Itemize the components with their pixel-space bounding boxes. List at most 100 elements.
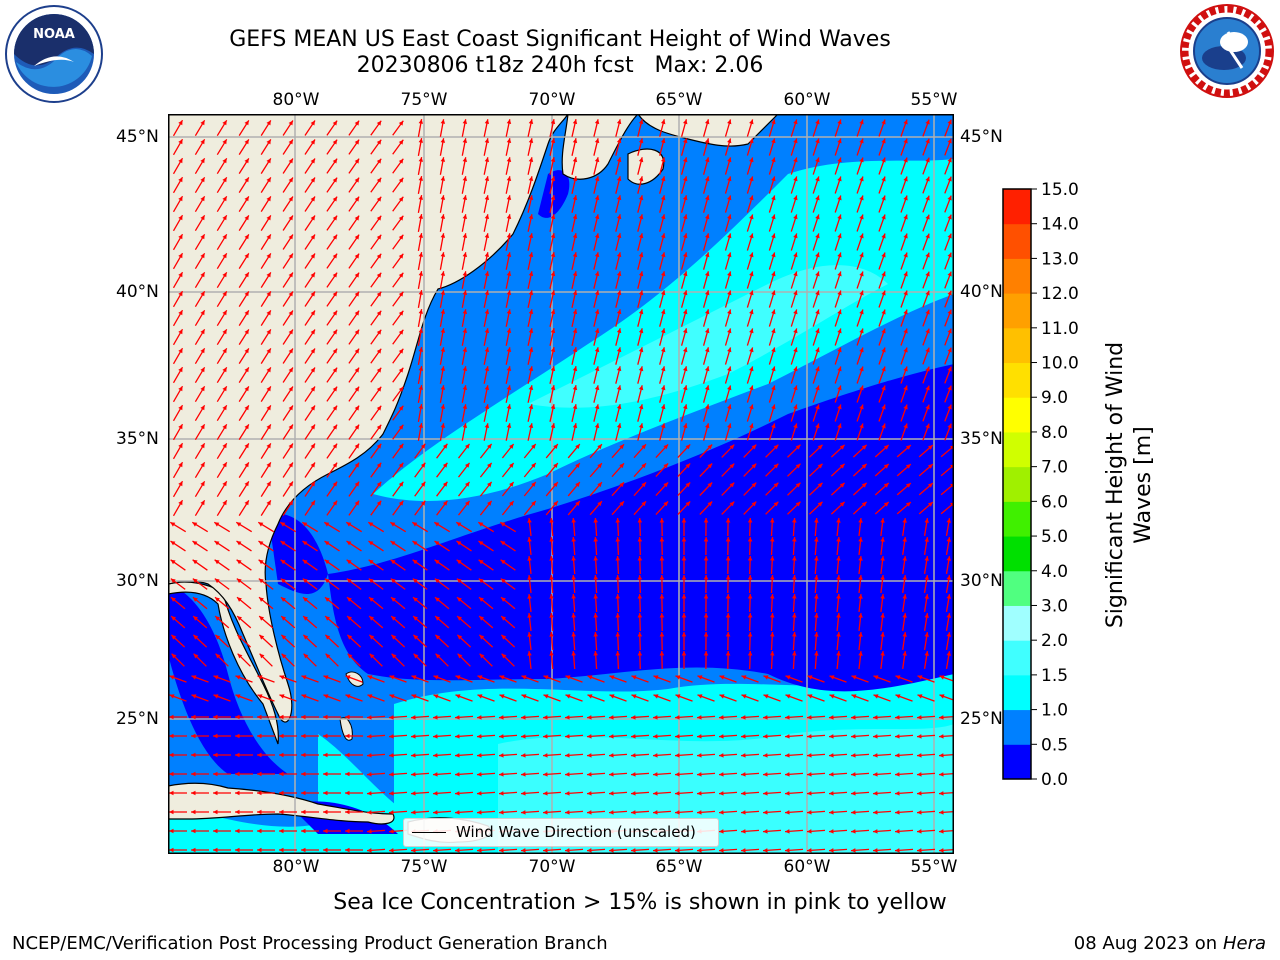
- wind-arrow-head: [398, 329, 404, 335]
- wind-arrow-head: [683, 366, 688, 372]
- wind-arrow-head: [433, 772, 438, 777]
- wind-arrow-head: [465, 500, 470, 506]
- wind-arrow-head: [792, 651, 797, 656]
- wind-arrow-head: [499, 791, 504, 796]
- wind-arrow-head: [499, 772, 504, 777]
- wind-arrow-head: [549, 594, 554, 599]
- wind-arrow-head: [191, 714, 196, 720]
- wind-arrow-head: [638, 290, 644, 296]
- wind-arrow-head: [376, 158, 382, 164]
- wind-arrow-head: [661, 195, 666, 201]
- wind-arrow-head: [741, 791, 746, 796]
- wind-arrow-head: [793, 195, 798, 201]
- wind-arrow-head: [881, 252, 886, 258]
- wind-arrow-head: [594, 290, 600, 296]
- wind-arrow-head: [178, 215, 183, 221]
- wind-arrow-head: [215, 634, 221, 640]
- wind-arrow-head: [683, 195, 688, 201]
- wind-arrow-head: [178, 481, 183, 487]
- wind-arrow-head: [771, 423, 776, 429]
- wind-arrow-head: [705, 195, 710, 201]
- wind-arrow-head: [663, 444, 669, 450]
- wind-arrow-head: [398, 291, 404, 297]
- wind-arrow-head: [389, 675, 395, 680]
- wind-arrow-head: [390, 578, 396, 584]
- wind-arrow-head: [170, 578, 176, 584]
- wind-arrow-head: [763, 848, 768, 853]
- wind-arrow-head: [413, 597, 418, 602]
- wind-arrow-head: [939, 848, 944, 853]
- wind-arrow-head: [675, 848, 680, 853]
- wind-arrow-head: [521, 810, 526, 815]
- wind-arrow-head: [553, 463, 558, 468]
- wind-arrow-head: [477, 734, 482, 739]
- wind-arrow-head: [616, 252, 622, 258]
- wind-arrow-head: [543, 675, 549, 680]
- wind-arrow-head: [193, 597, 198, 602]
- wind-arrow-head: [214, 578, 220, 584]
- wind-arrow-head: [925, 233, 930, 239]
- wind-arrow-head: [631, 675, 637, 680]
- wind-arrow-head: [455, 848, 460, 853]
- wind-arrow-head: [213, 714, 218, 720]
- wind-arrow-head: [354, 481, 360, 487]
- wind-arrow-head: [200, 348, 205, 354]
- wind-arrow-head: [615, 575, 620, 580]
- wind-arrow-head: [653, 848, 658, 853]
- wind-arrow-head: [925, 423, 930, 429]
- wind-arrow-head: [222, 196, 227, 202]
- wind-arrow-head: [499, 715, 504, 720]
- wind-arrow-head: [795, 444, 801, 450]
- wind-arrow-head: [170, 522, 176, 527]
- wind-arrow-head: [747, 651, 753, 656]
- wind-arrow-head: [332, 177, 338, 183]
- wind-arrow-head: [727, 347, 732, 353]
- wind-arrow-head: [266, 367, 271, 373]
- wind-arrow-head: [440, 214, 446, 219]
- wind-arrow-head: [376, 405, 382, 411]
- wind-arrow-head: [749, 195, 754, 201]
- wind-arrow-head: [368, 522, 374, 527]
- wind-arrow-head: [462, 214, 468, 219]
- lon-label-top-75w: 75°W: [400, 90, 448, 110]
- wind-arrow-head: [237, 616, 242, 621]
- wind-arrow-head: [550, 366, 556, 372]
- wind-arrow-head: [398, 462, 404, 468]
- wind-arrow-head: [222, 481, 227, 487]
- wind-arrow-head: [531, 501, 536, 506]
- wind-arrow-head: [178, 291, 183, 297]
- wind-arrow-head: [661, 157, 666, 163]
- wind-arrow-head: [521, 715, 526, 720]
- wind-arrow-head: [637, 613, 643, 618]
- wind-arrow-head: [288, 386, 293, 392]
- wind-arrow-head: [288, 234, 293, 240]
- wind-arrow-head: [442, 462, 448, 468]
- wind-arrow-head: [345, 828, 350, 834]
- wind-arrow-head: [418, 252, 423, 257]
- wind-arrow-head: [903, 404, 908, 410]
- wind-arrow-head: [903, 157, 908, 163]
- wind-arrow-head: [310, 367, 315, 373]
- wind-arrow-head: [839, 482, 845, 488]
- wind-arrow-head: [837, 252, 842, 258]
- wind-arrow-head: [527, 575, 532, 580]
- wind-arrow-head: [440, 252, 446, 257]
- wind-arrow-head: [925, 252, 930, 258]
- wind-arrow-head: [902, 651, 907, 656]
- wind-arrow-head: [310, 177, 315, 183]
- wind-arrow-head: [609, 715, 614, 720]
- wind-arrow-head: [859, 119, 864, 125]
- wind-arrow-head: [528, 423, 534, 428]
- wind-arrow-head: [851, 772, 856, 777]
- wind-arrow-head: [572, 404, 578, 410]
- wind-arrow-head: [829, 715, 834, 720]
- wind-arrow-head: [947, 214, 952, 220]
- wind-arrow-head: [895, 791, 900, 796]
- wind-arrow-head: [553, 501, 558, 506]
- wind-arrow-head: [873, 810, 878, 815]
- wind-arrow-head: [792, 594, 797, 599]
- wind-arrow-head: [616, 195, 622, 201]
- wind-arrow-head: [593, 594, 598, 599]
- wind-arrow-head: [549, 556, 554, 561]
- wind-arrow-head: [462, 423, 468, 428]
